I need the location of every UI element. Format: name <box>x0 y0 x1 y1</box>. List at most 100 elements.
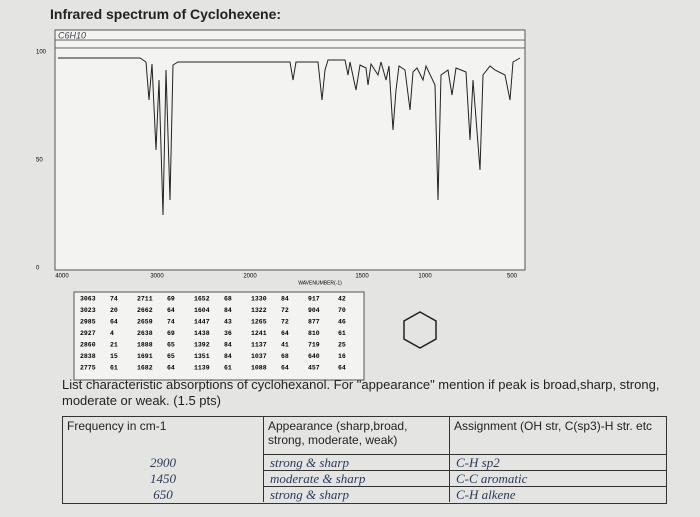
peak-wavenumber: 1137 <box>251 342 267 349</box>
table-header: Appearance (sharp,broad, strong, moderat… <box>263 417 450 454</box>
peak-wavenumber: 1888 <box>137 342 153 349</box>
peak-transmittance: 64 <box>338 365 346 372</box>
peak-transmittance: 84 <box>224 353 232 360</box>
peak-transmittance: 74 <box>167 319 175 326</box>
y-label: 50 <box>36 158 43 164</box>
peak-wavenumber: 904 <box>308 307 320 314</box>
peak-transmittance: 21 <box>110 342 118 349</box>
x-label: 1500 <box>355 274 369 280</box>
peak-transmittance: 43 <box>224 319 232 326</box>
peak-wavenumber: 457 <box>308 365 320 372</box>
peak-wavenumber: 1241 <box>251 330 267 337</box>
peak-wavenumber: 1265 <box>251 319 267 326</box>
peak-transmittance: 74 <box>110 296 118 303</box>
peak-transmittance: 72 <box>281 307 289 314</box>
peak-transmittance: 64 <box>110 319 118 326</box>
peak-transmittance: 46 <box>338 319 346 326</box>
answer-table: Frequency in cm-1 Appearance (sharp,broad… <box>62 416 667 504</box>
peak-transmittance: 64 <box>167 307 175 314</box>
peak-transmittance: 64 <box>281 365 289 372</box>
peak-transmittance: 70 <box>338 307 346 314</box>
peak-wavenumber: 1438 <box>194 330 210 337</box>
peak-wavenumber: 719 <box>308 342 320 349</box>
x-label: 2000 <box>243 274 257 280</box>
table-cell: 1450 <box>150 471 176 486</box>
peak-transmittance: 84 <box>224 307 232 314</box>
peak-wavenumber: 3063 <box>80 296 96 303</box>
table-cell: 2900 <box>150 455 176 470</box>
peak-wavenumber: 640 <box>308 353 320 360</box>
peak-wavenumber: 1604 <box>194 307 210 314</box>
peak-wavenumber: 2659 <box>137 319 153 326</box>
peak-transmittance: 65 <box>167 353 175 360</box>
peak-wavenumber: 2860 <box>80 342 96 349</box>
spectrum: C6H10 100 50 0 4000 3000 2000 1500 1000 … <box>36 29 526 381</box>
peak-wavenumber: 917 <box>308 296 320 303</box>
peak-transmittance: 69 <box>167 296 175 303</box>
peak-wavenumber: 1322 <box>251 307 267 314</box>
peak-transmittance: 65 <box>167 342 175 349</box>
peak-transmittance: 42 <box>338 296 346 303</box>
peak-wavenumber: 1139 <box>194 365 210 372</box>
peak-wavenumber: 1330 <box>251 296 267 303</box>
peak-table-frame <box>73 291 365 381</box>
table-header: Assignment (OH str, C(sp3)-H str. etc <box>449 417 667 454</box>
y-label: 100 <box>36 50 47 56</box>
peak-transmittance: 15 <box>110 353 118 360</box>
x-label: 3000 <box>150 274 164 280</box>
table-cell: 650 <box>153 487 173 502</box>
table-cell: C-H sp2 <box>449 454 666 470</box>
peak-transmittance: 41 <box>281 342 289 349</box>
peak-wavenumber: 2775 <box>80 365 96 372</box>
table-header: Frequency in cm-1 <box>67 419 167 433</box>
peak-wavenumber: 1351 <box>194 353 210 360</box>
peak-transmittance: 61 <box>110 365 118 372</box>
peak-wavenumber: 1652 <box>194 296 210 303</box>
spectrum-frame <box>54 29 526 271</box>
peak-wavenumber: 1037 <box>251 353 267 360</box>
x-label: 500 <box>507 274 518 280</box>
cyclohexene-structure <box>403 311 437 349</box>
peak-wavenumber: 2927 <box>80 330 96 337</box>
peak-transmittance: 72 <box>281 319 289 326</box>
x-label: 4000 <box>55 274 69 280</box>
question: List characteristic absorptions of cyclo… <box>62 377 660 408</box>
formula-note: C6H10 <box>58 30 86 40</box>
peak-table: 3063 74 3023 20 2985 64 2927 4 2860 21 2838 15 2775 6… <box>80 296 346 372</box>
peak-transmittance: 84 <box>281 296 289 303</box>
peak-wavenumber: 2711 <box>137 296 153 303</box>
table-cell: strong & sharp <box>263 454 449 470</box>
y-label: 0 <box>36 266 40 272</box>
peak-wavenumber: 1392 <box>194 342 210 349</box>
peak-wavenumber: 2662 <box>137 307 153 314</box>
table-cell: strong & sharp <box>263 486 449 502</box>
peak-transmittance: 69 <box>167 330 175 337</box>
peak-transmittance: 25 <box>338 342 346 349</box>
peak-transmittance: 61 <box>338 330 346 337</box>
peak-wavenumber: 1682 <box>137 365 153 372</box>
peak-wavenumber: 2638 <box>137 330 153 337</box>
peak-transmittance: 68 <box>281 353 289 360</box>
spectrum-trace <box>58 57 521 216</box>
peak-transmittance: 16 <box>338 353 346 360</box>
peak-wavenumber: 1088 <box>251 365 267 372</box>
peak-transmittance: 36 <box>224 330 232 337</box>
peak-transmittance: 64 <box>281 330 289 337</box>
peak-wavenumber: 3023 <box>80 307 96 314</box>
table-cell: C-H alkene <box>449 486 666 502</box>
table-cell: moderate & sharp <box>263 470 449 486</box>
peak-transmittance: 64 <box>167 365 175 372</box>
peak-wavenumber: 2985 <box>80 319 96 326</box>
peak-wavenumber: 1447 <box>194 319 210 326</box>
peak-transmittance: 20 <box>110 307 118 314</box>
peak-transmittance: 61 <box>224 365 232 372</box>
peak-wavenumber: 2838 <box>80 353 96 360</box>
peak-wavenumber: 877 <box>308 319 320 326</box>
peak-transmittance: 68 <box>224 296 232 303</box>
peak-transmittance: 4 <box>110 330 114 337</box>
x-axis-label: WAVENUMBER(-1) <box>298 280 342 286</box>
peak-wavenumber: 1691 <box>137 353 153 360</box>
peak-transmittance: 84 <box>224 342 232 349</box>
title: Infrared spectrum of Cyclohexene: <box>50 6 282 22</box>
